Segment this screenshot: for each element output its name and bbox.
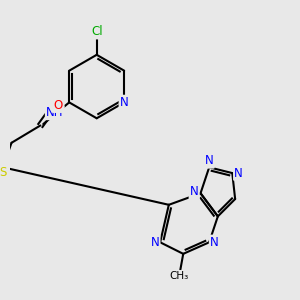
Text: N: N — [234, 167, 243, 180]
Text: N: N — [190, 185, 199, 198]
Text: O: O — [53, 99, 62, 112]
Text: N: N — [151, 236, 159, 249]
Text: N: N — [120, 96, 129, 109]
Text: N: N — [210, 236, 219, 249]
Text: NH: NH — [46, 106, 64, 119]
Text: N: N — [205, 154, 214, 167]
Text: Cl: Cl — [91, 25, 103, 38]
Text: S: S — [0, 166, 7, 179]
Text: CH₃: CH₃ — [169, 271, 188, 281]
